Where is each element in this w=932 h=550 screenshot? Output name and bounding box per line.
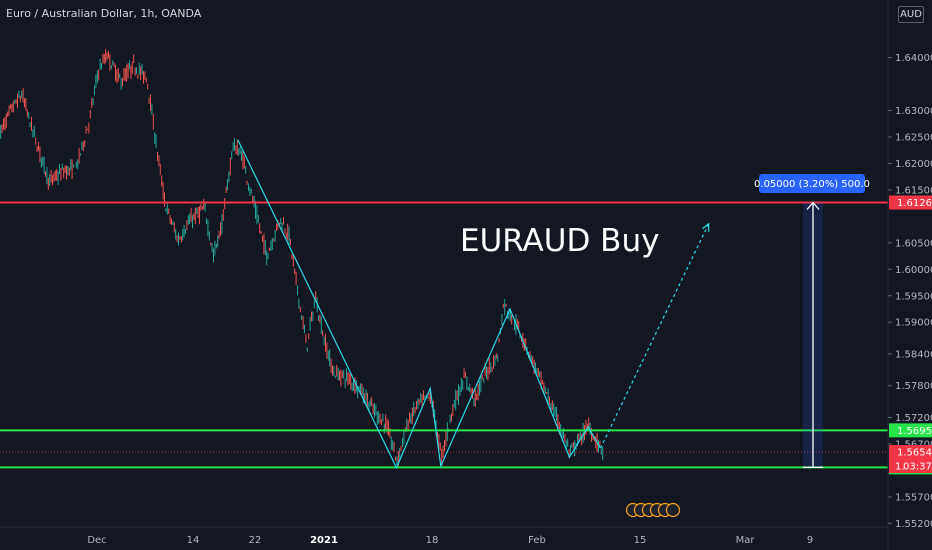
- time-tick-label: 9: [807, 535, 813, 546]
- pattern-line: [237, 139, 602, 470]
- countdown-label: 03:37: [903, 462, 932, 473]
- countdown-box: [889, 459, 932, 474]
- price-tick-label: 1.57200: [895, 413, 932, 424]
- price-tick-label: 1.62500: [895, 132, 932, 143]
- time-tick-label: Dec: [87, 535, 106, 546]
- time-tick-label: 22: [249, 535, 262, 546]
- price-tick-label: 1.59500: [895, 291, 932, 302]
- price-tick-label: 1.55700: [895, 492, 932, 503]
- price-tick-label: 1.56700: [895, 439, 932, 450]
- time-axis[interactable]: Dec 14 22 2021 18 Feb 15 Mar 9: [0, 526, 888, 546]
- price-tick-label: 1.55200: [895, 519, 932, 530]
- pattern-lines: [237, 139, 710, 470]
- price-label-box: [889, 423, 932, 438]
- price-label: 1.56957: [897, 426, 932, 437]
- measure-arrowhead: [806, 201, 820, 210]
- chart-title: Euro / Australian Dollar, 1h, OANDA: [6, 7, 202, 20]
- price-tick-label: 1.62000: [895, 159, 932, 170]
- price-tick-label: 1.60000: [895, 265, 932, 276]
- price-tick-label: 1.57800: [895, 381, 932, 392]
- price-label: 1.56548: [897, 448, 932, 459]
- event-markers: [625, 502, 681, 518]
- time-tick-label: 2021: [310, 535, 338, 546]
- price-tick-label: 1.58400: [895, 349, 932, 360]
- time-tick-label: 18: [426, 535, 439, 546]
- price-tick-label: 1.60500: [895, 238, 932, 249]
- price-axis[interactable]: 1.64000 1.63000 1.62500 1.62000 1.61500 1.605…: [887, 0, 932, 550]
- price-label-box: [889, 195, 932, 210]
- price-tick-label: 1.59000: [895, 318, 932, 329]
- current-price-partial: 1.: [895, 462, 905, 473]
- price-range-measure: 0.05000 (3.20%) 500.0: [754, 174, 870, 469]
- time-tick-label: Feb: [528, 535, 546, 546]
- price-tick-label: 1.64000: [895, 53, 932, 64]
- price-tick-label: 1.61500: [895, 185, 932, 196]
- annotation-euraud-buy[interactable]: EURAUD Buy: [460, 223, 659, 259]
- price-label: 1.61262: [897, 198, 932, 209]
- projection-arrowhead: [702, 222, 710, 232]
- currency-button[interactable]: AUD: [898, 6, 924, 23]
- time-tick-label: 14: [187, 535, 200, 546]
- event-marker-icon: [665, 502, 681, 518]
- time-tick-label: 15: [634, 535, 647, 546]
- price-label-box: [889, 445, 932, 460]
- price-tick-label: 1.63000: [895, 106, 932, 117]
- time-tick-label: Mar: [736, 535, 756, 546]
- measure-label-box: [759, 174, 865, 193]
- horizontal-lines: [0, 201, 888, 469]
- measure-label: 0.05000 (3.20%) 500.0: [754, 179, 870, 190]
